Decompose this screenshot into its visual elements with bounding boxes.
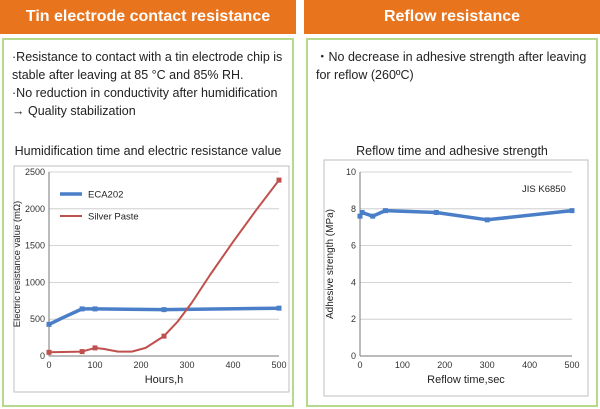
x-tick-label: 100 — [87, 360, 102, 370]
data-point — [276, 305, 282, 311]
x-tick-label: 500 — [564, 360, 579, 370]
data-point — [357, 213, 363, 219]
legend-label: ECA202 — [88, 190, 123, 201]
x-tick-label: 200 — [133, 360, 148, 370]
data-point — [161, 307, 167, 313]
left-header: Tin electrode contact resistance — [0, 0, 296, 34]
data-point — [46, 321, 52, 327]
x-tick-label: 400 — [522, 360, 537, 370]
data-point — [382, 208, 388, 214]
x-tick-label: 300 — [179, 360, 194, 370]
y-tick-label: 8 — [351, 204, 356, 214]
right-header: Reflow resistance — [304, 0, 600, 34]
y-tick-label: 2500 — [25, 167, 45, 177]
chart-border — [323, 159, 589, 397]
x-tick-label: 400 — [225, 360, 240, 370]
right-description: ・No decrease in adhesive strength after … — [316, 48, 592, 84]
data-point — [484, 217, 490, 223]
left-bullet-2: stable after leaving at 85 °C and 85% RH… — [12, 68, 244, 82]
y-tick-label: 6 — [351, 241, 356, 251]
right-panel: Reflow resistance ・No decrease in adhesi… — [304, 0, 600, 409]
left-bullet-4: → Quality stabilization — [12, 104, 136, 118]
x-tick-label: 100 — [395, 360, 410, 370]
data-point — [276, 177, 282, 183]
data-point — [92, 345, 98, 351]
y-tick-label: 500 — [30, 314, 45, 324]
y-tick-label: 0 — [351, 351, 356, 361]
series-line — [47, 306, 281, 327]
y-tick-label: 2 — [351, 314, 356, 324]
left-bullet-1: ·Resistance to contact with a tin electr… — [12, 50, 283, 64]
data-point — [359, 209, 365, 215]
y-axis-label: Adhesive strength (MPa) — [325, 209, 336, 319]
x-axis-label: Hours,h — [145, 374, 184, 386]
y-tick-label: 4 — [351, 277, 356, 287]
x-tick-label: 0 — [357, 360, 362, 370]
left-frame: ·Resistance to contact with a tin electr… — [2, 38, 294, 407]
data-point — [161, 333, 167, 339]
data-point — [569, 208, 575, 214]
data-point — [370, 213, 376, 219]
y-tick-label: 0 — [40, 351, 45, 361]
y-axis-label: Electric resistance value (mΩ) — [12, 201, 23, 327]
right-bullet-1: ・No decrease in adhesive strength after … — [316, 50, 587, 64]
right-frame: ・No decrease in adhesive strength after … — [306, 38, 598, 407]
y-tick-label: 10 — [346, 167, 356, 177]
legend-label: Silver Paste — [88, 212, 139, 223]
left-description: ·Resistance to contact with a tin electr… — [12, 48, 288, 120]
left-bullet-3: ·No reduction in conductivity after humi… — [12, 86, 278, 100]
right-bullet-2: for reflow (260ºC) — [316, 68, 414, 82]
chart-border — [13, 165, 290, 393]
y-tick-label: 1000 — [25, 277, 45, 287]
y-tick-label: 2000 — [25, 204, 45, 214]
resistance-chart: 0 500 1000 1500 2000 2500 0 100 200 300 400 500 Hour… — [12, 165, 290, 393]
x-tick-label: 200 — [437, 360, 452, 370]
data-point — [433, 209, 439, 215]
x-tick-label: 500 — [271, 360, 286, 370]
data-point — [79, 306, 85, 312]
data-point — [79, 349, 85, 355]
data-point — [92, 306, 98, 312]
x-tick-label: 300 — [480, 360, 495, 370]
chart-annotation: JIS K6850 — [522, 184, 566, 195]
x-axis-label: Reflow time,sec — [427, 374, 505, 386]
right-chart-title: Reflow time and adhesive strength — [356, 144, 548, 158]
y-tick-label: 1500 — [25, 241, 45, 251]
left-chart-title: Humidification time and electric resista… — [14, 144, 282, 158]
x-tick-label: 0 — [46, 360, 51, 370]
left-panel: Tin electrode contact resistance ·Resist… — [0, 0, 296, 409]
data-point — [46, 349, 52, 355]
